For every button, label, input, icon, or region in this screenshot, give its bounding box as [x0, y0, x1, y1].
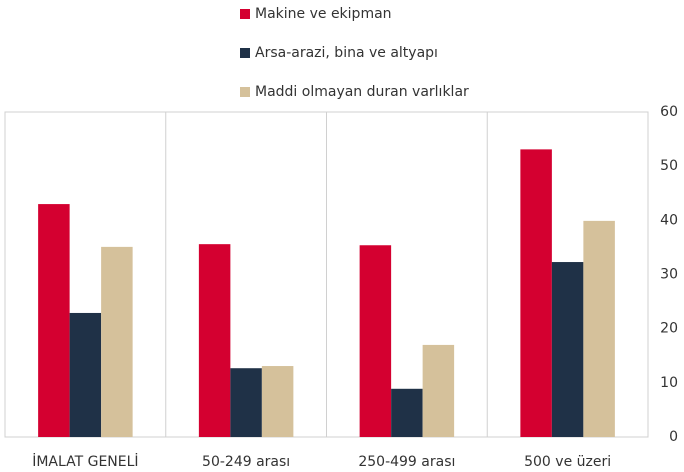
legend-label: Arsa-arazi, bina ve altyapı — [255, 45, 438, 61]
x-tick-label: 500 ve üzeri — [524, 454, 611, 470]
legend-swatch — [240, 48, 250, 58]
legend-swatch — [240, 87, 250, 97]
y-tick-label: 30 — [660, 267, 678, 283]
legend-swatch — [240, 9, 250, 19]
x-tick-label: İMALAT GENELİ — [32, 452, 138, 470]
bar — [391, 388, 423, 437]
bar — [583, 220, 615, 437]
y-tick-label: 10 — [660, 375, 678, 391]
bar — [38, 204, 70, 437]
bar — [198, 244, 231, 437]
bar — [551, 262, 584, 437]
legend-label: Maddi olmayan duran varlıklar — [255, 84, 469, 100]
y-tick-label: 50 — [660, 158, 678, 174]
bar — [101, 246, 133, 437]
y-tick-label: 60 — [660, 104, 678, 120]
y-tick-label: 20 — [660, 321, 678, 337]
x-tick-label: 250-499 arası — [358, 454, 455, 470]
bar — [359, 245, 392, 437]
x-tick-label: 50-249 arası — [202, 454, 290, 470]
bar — [69, 312, 102, 437]
legend-label: Makine ve ekipman — [255, 6, 392, 22]
bar — [422, 344, 455, 437]
bar — [261, 366, 294, 437]
bar — [520, 149, 552, 437]
bar — [230, 368, 262, 437]
y-tick-label: 40 — [660, 212, 678, 228]
y-tick-label: 0 — [669, 429, 678, 445]
